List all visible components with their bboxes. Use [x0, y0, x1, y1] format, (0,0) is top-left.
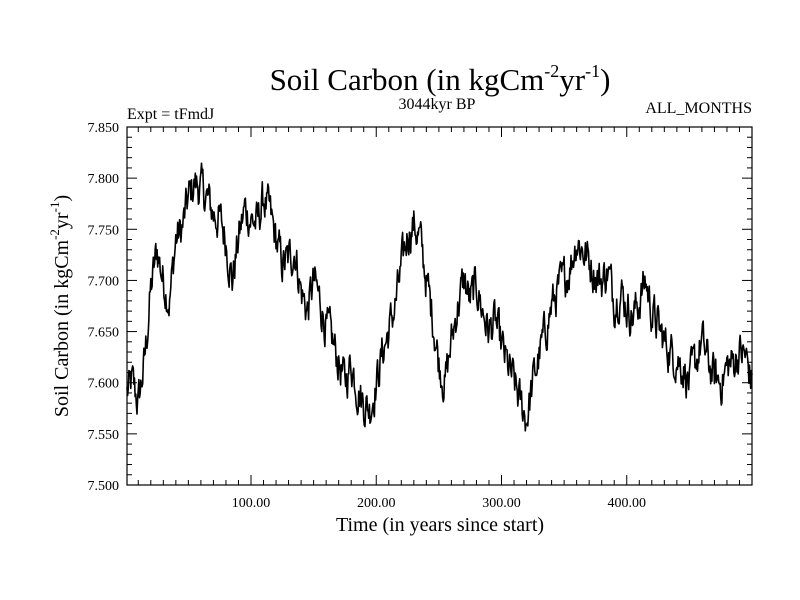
y-tick-label: 7.600 — [88, 377, 120, 392]
x-axis: 100.00 200.00 300.00 400.00 — [137, 127, 740, 511]
x-tick-label: 200.00 — [357, 496, 396, 511]
y-tick-label: 7.650 — [88, 326, 120, 341]
x-tick-label: 100.00 — [232, 496, 271, 511]
x-tick-label: 300.00 — [482, 496, 521, 511]
chart-title: Soil Carbon (in kgCm-2yr-1) — [270, 61, 611, 97]
soil-carbon-line — [126, 162, 753, 432]
experiment-label: Expt = tFmdJ — [127, 106, 214, 123]
x-tick-label: 400.00 — [607, 496, 646, 511]
y-tick-label: 7.800 — [88, 172, 120, 187]
y-tick-label: 7.700 — [88, 274, 120, 289]
x-axis-label: Time (in years since start) — [336, 514, 544, 536]
months-label: ALL_MONTHS — [645, 100, 752, 117]
y-tick-label: 7.750 — [88, 223, 120, 238]
plot-frame — [126, 126, 753, 486]
period-label: 3044kyr BP — [399, 96, 476, 113]
series-group — [126, 162, 753, 432]
y-axis-label: Soil Carbon (in kgCm-2yr-1) — [47, 195, 73, 417]
y-tick-label: 7.550 — [88, 428, 120, 443]
y-tick-label: 7.850 — [88, 121, 120, 136]
y-tick-label: 7.500 — [88, 479, 120, 494]
